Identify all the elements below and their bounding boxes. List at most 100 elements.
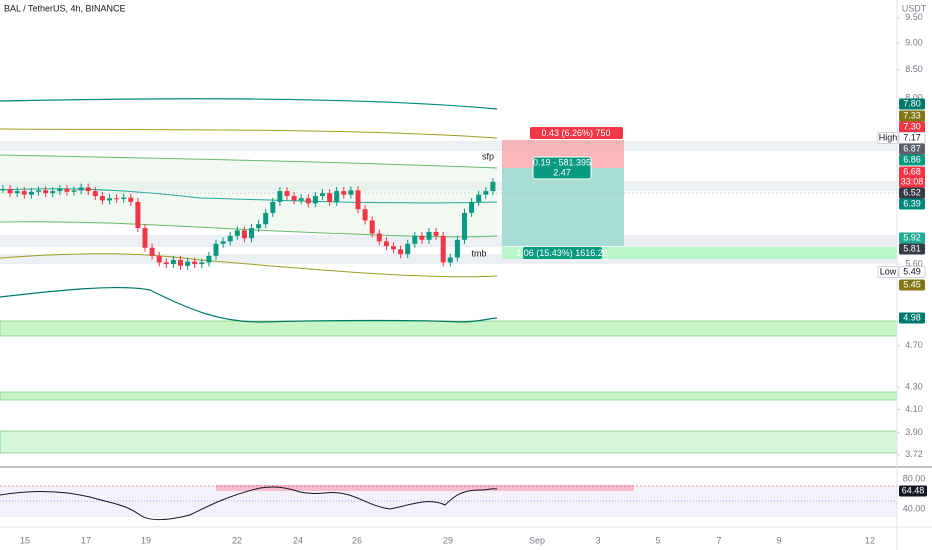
- candle-body: [185, 261, 191, 266]
- date-label: 7: [716, 535, 721, 545]
- candle-body: [114, 198, 120, 200]
- price-tag: [899, 154, 925, 166]
- candle-body: [170, 259, 176, 265]
- candle-body: [284, 191, 290, 197]
- price-tag-label: 6.68: [903, 166, 921, 176]
- price-tag-name: High: [879, 132, 898, 142]
- candle-body: [412, 235, 418, 244]
- candle-body: [462, 212, 467, 240]
- price-tick-label: 3.90: [905, 427, 923, 437]
- rsi-line: [0, 486, 498, 520]
- candle-body: [490, 181, 496, 192]
- candle-body: [178, 259, 183, 266]
- candle-body: [241, 230, 247, 239]
- candle-body: [348, 190, 354, 195]
- support-zone: [0, 391, 898, 401]
- date-label: 15: [20, 535, 30, 545]
- price-tick-label: 9.00: [905, 37, 923, 47]
- candle-body: [383, 241, 389, 247]
- price-tag-name: Low: [880, 266, 897, 276]
- price-tick-label: 9.50: [905, 12, 923, 22]
- entry-label-box: [532, 156, 592, 180]
- candle-body: [149, 247, 155, 256]
- axis-overlay: 9.50 9.00 8.50 8.00 5.60 4.70 4.30 4.10 3.90 3.72…: [20, 12, 927, 545]
- rsi-tag-label: 64.48: [902, 485, 925, 495]
- candle-body: [469, 201, 475, 213]
- candle-body: [43, 190, 49, 194]
- level-zone: [0, 235, 897, 247]
- date-label: Sep: [529, 535, 545, 545]
- candle-body: [78, 187, 84, 191]
- price-tick-label: 4.10: [905, 404, 923, 414]
- candle-body: [256, 224, 262, 229]
- candle-body: [391, 246, 396, 250]
- candle-body: [426, 231, 432, 240]
- price-tag: [899, 98, 925, 110]
- candle-body: [163, 262, 169, 265]
- tmb-note: tmb: [471, 248, 486, 258]
- price-tag-label: 5.92: [903, 232, 921, 242]
- price-tag-label: 7.17: [903, 132, 921, 142]
- candle-body: [14, 191, 20, 194]
- date-label: 29: [443, 535, 453, 545]
- date-label: 3: [595, 535, 600, 545]
- price-tag: [899, 198, 925, 210]
- price-tag-label: 6.87: [903, 143, 921, 153]
- price-tick-label: 5.60: [905, 258, 923, 268]
- date-label: 19: [141, 535, 151, 545]
- candle-body: [298, 198, 304, 201]
- candle-body: [121, 197, 127, 199]
- candle-body: [36, 190, 41, 192]
- candle-body: [107, 198, 112, 201]
- candle-body: [7, 188, 13, 194]
- candle-body: [142, 228, 148, 248]
- candle-body: [320, 193, 325, 197]
- candle-body: [206, 255, 212, 263]
- band-bottom: [0, 286, 498, 323]
- price-tag: [899, 187, 925, 199]
- candle-body: [64, 188, 70, 192]
- band-green: [0, 154, 498, 169]
- level-zone: [0, 141, 897, 151]
- candle-body: [447, 257, 453, 263]
- date-label: 22: [232, 535, 242, 545]
- candle-body: [249, 228, 254, 239]
- price-tag: [899, 121, 925, 133]
- price-tag: [899, 279, 925, 291]
- candle-body: [71, 190, 77, 192]
- price-tag-label: 4.98: [903, 312, 921, 322]
- chart-title: BAL / TetherUS, 4h, BINANCE: [4, 3, 126, 13]
- candle-body: [369, 220, 375, 234]
- stop-label: 0.43 (6.26%) 750: [541, 128, 610, 138]
- support-zone: [0, 320, 898, 337]
- candle-body: [483, 191, 489, 195]
- candle-body: [291, 196, 297, 201]
- rsi-tick-label: 80.00: [903, 473, 926, 483]
- price-tag: [899, 232, 925, 244]
- candle-body: [341, 191, 347, 195]
- candle-body: [277, 191, 283, 202]
- price-tag-name-box: [877, 132, 899, 144]
- date-label: 17: [81, 535, 91, 545]
- band-olive: [0, 128, 498, 139]
- price-tag-label: 6.39: [903, 198, 921, 208]
- candle-body: [355, 190, 361, 210]
- price-tag-label: 6.86: [903, 154, 921, 164]
- candles: [0, 177, 496, 270]
- target-label-box: [523, 247, 602, 259]
- price-tick-label: 8.50: [905, 64, 923, 74]
- candle-body: [398, 249, 404, 255]
- candle-body: [99, 196, 105, 201]
- candle-body: [0, 188, 6, 190]
- candle-body: [376, 233, 382, 242]
- price-tag: [899, 166, 925, 188]
- candle-body: [227, 235, 233, 242]
- target-area: [502, 168, 624, 246]
- price-tag: [898, 266, 926, 278]
- price-tag: [899, 110, 925, 122]
- candle-body: [440, 235, 446, 263]
- price-tick-label: 4.70: [905, 340, 923, 350]
- price-tag: [899, 312, 925, 324]
- price-tag-label: 5.49: [903, 266, 921, 276]
